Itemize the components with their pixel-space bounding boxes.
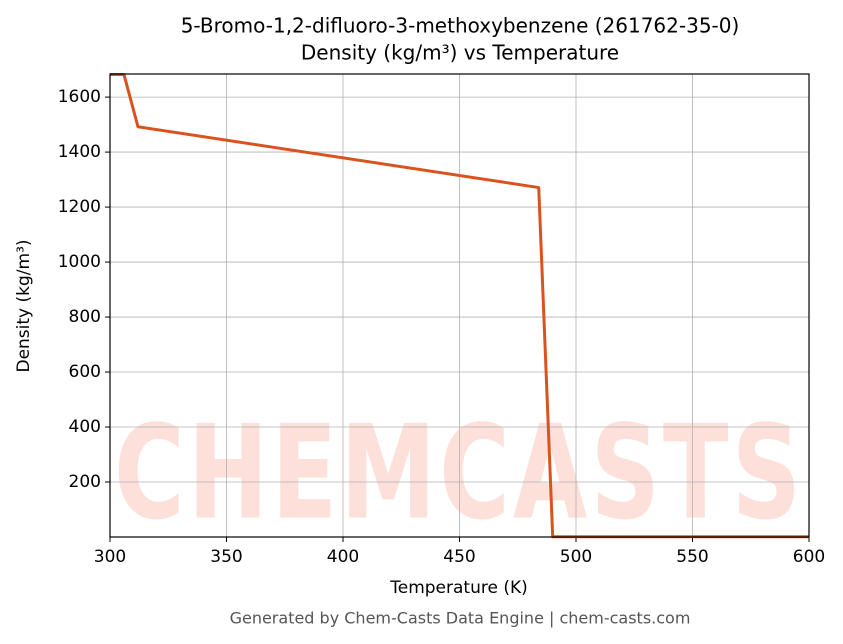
x-tick-label: 600 <box>793 547 825 567</box>
x-tick-label: 300 <box>94 547 126 567</box>
y-axis-label: Density (kg/m³) <box>14 239 34 372</box>
footer: Generated by Chem-Casts Data Engine | ch… <box>230 609 691 628</box>
y-tick-label: 1000 <box>58 252 101 272</box>
y-tick-label: 800 <box>69 307 101 327</box>
y-tick-label: 600 <box>69 362 101 382</box>
chart-title: 5-Bromo-1,2-difluoro-3-methoxybenzene (2… <box>181 14 740 38</box>
plot-frame <box>109 73 810 538</box>
x-axis-label: Temperature (K) <box>389 578 528 598</box>
y-tick-label: 200 <box>69 472 101 492</box>
y-tick-label: 400 <box>69 417 101 437</box>
chart-subtitle: Density (kg/m³) vs Temperature <box>301 41 619 65</box>
x-tick-label: 500 <box>560 547 592 567</box>
y-tick-label: 1400 <box>58 142 101 162</box>
x-tick-label: 400 <box>327 547 359 567</box>
y-tick-label: 1600 <box>58 87 101 107</box>
x-tick-label: 450 <box>443 547 475 567</box>
x-tick-label: 350 <box>210 547 242 567</box>
y-tick-label: 1200 <box>58 197 101 217</box>
x-tick-label: 550 <box>676 547 708 567</box>
watermark: CHEMCASTS <box>114 397 804 549</box>
